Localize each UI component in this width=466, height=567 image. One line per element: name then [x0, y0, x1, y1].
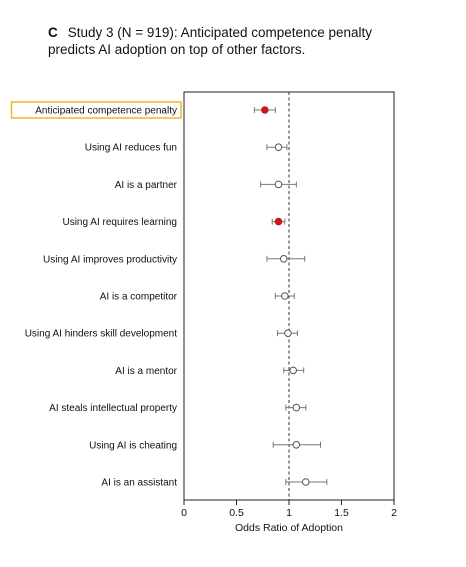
point-estimate: [274, 180, 283, 189]
x-axis-label: Odds Ratio of Adoption: [235, 522, 343, 534]
x-tick-label: 1.5: [334, 507, 349, 519]
panel-letter: C: [48, 25, 58, 40]
panel-title-text-1: Study 3 (N = 919): Anticipated competenc…: [67, 25, 373, 40]
row-label: AI is a competitor: [100, 292, 178, 303]
row-label: AI steals intellectual property: [49, 403, 177, 414]
row-label: Using AI improves productivity: [43, 254, 177, 265]
x-tick-label: 0.5: [229, 507, 244, 519]
point-estimate: [289, 366, 298, 375]
row-label: AI is a partner: [115, 180, 178, 191]
row-label: Using AI requires learning: [62, 217, 177, 228]
x-tick-label: 0: [181, 507, 187, 519]
row-label: Using AI reduces fun: [85, 143, 177, 154]
row-label: Using AI is cheating: [89, 440, 177, 451]
point-estimate: [302, 478, 310, 486]
point-estimate: [274, 143, 283, 151]
point-estimate: [284, 329, 292, 338]
row-label: AI is an assistant: [101, 478, 177, 489]
x-tick-label: 1: [286, 507, 292, 519]
row-label: Using AI hinders skill development: [25, 329, 178, 340]
point-estimate: [279, 254, 288, 263]
panel-title-line-1: C Study 3 (N = 919): Anticipated competen…: [48, 24, 448, 41]
point-estimate: [292, 403, 301, 412]
panel-title-line-2: predicts AI adoption on top of other fac…: [48, 42, 306, 57]
point-estimate: [281, 292, 289, 300]
row-label: Anticipated competence penalty: [35, 106, 177, 117]
x-tick-label: 2: [391, 507, 397, 519]
row-label: AI is a mentor: [115, 366, 177, 377]
point-estimate: [292, 441, 301, 449]
point-estimate-significant: [261, 106, 269, 114]
panel-title: C Study 3 (N = 919): Anticipated competen…: [48, 24, 448, 58]
highlight-box: [10, 101, 182, 119]
point-estimate-significant: [274, 217, 283, 226]
